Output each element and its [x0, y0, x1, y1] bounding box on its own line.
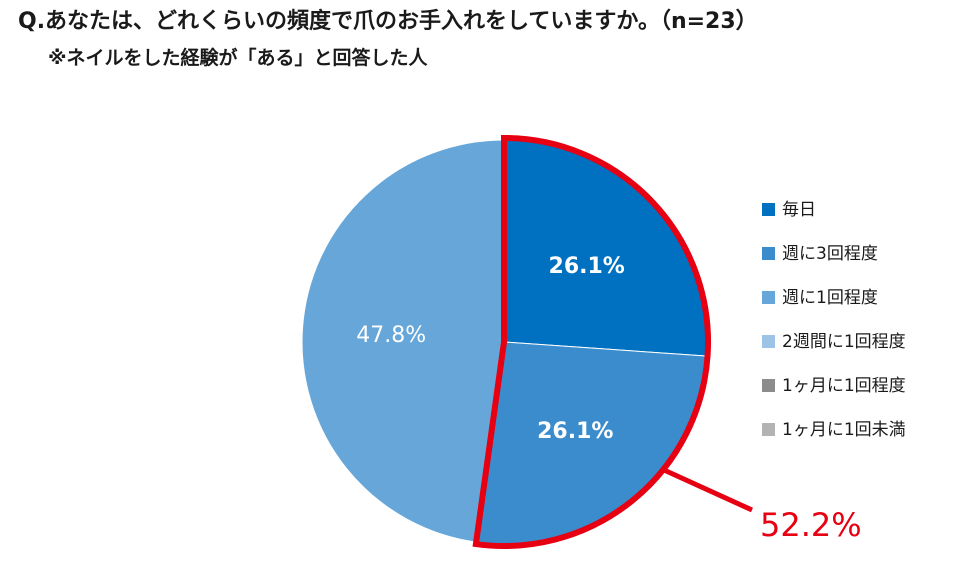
- highlight-outline: [472, 134, 711, 549]
- data-label-1: 26.1%: [537, 419, 613, 444]
- pie-slice-2: [301, 139, 505, 543]
- legend-label-4: 1ヶ月に1回程度: [782, 376, 906, 396]
- highlight-group: 52.2%: [472, 134, 862, 549]
- legend-swatch-5: [762, 423, 775, 436]
- legend-label-1: 週に3回程度: [782, 244, 878, 264]
- legend-swatch-3: [762, 335, 775, 348]
- chart-subtitle: ※ネイルをした経験が「ある」と回答した人: [48, 46, 428, 69]
- pie-data-labels: 26.1% 26.1% 47.8%: [356, 254, 625, 444]
- callout-label: 52.2%: [760, 506, 862, 544]
- legend-label-3: 2週間に1回程度: [782, 332, 906, 352]
- legend-label-5: 1ヶ月に1回未満: [782, 420, 906, 440]
- data-label-0: 26.1%: [549, 254, 625, 279]
- legend-swatch-2: [762, 291, 775, 304]
- legend-swatch-0: [762, 203, 775, 216]
- callout-leader-line: [662, 467, 754, 513]
- pie-slice-0: [503, 139, 707, 357]
- pie-slices: [301, 139, 707, 545]
- chart-title: Q.あなたは、どれくらいの頻度で爪のお手入れをしていますか。（n=23）: [18, 8, 758, 34]
- legend-label-0: 毎日: [782, 200, 816, 220]
- legend-label-2: 週に1回程度: [782, 288, 878, 308]
- data-label-2: 47.8%: [356, 323, 426, 348]
- legend-swatch-4: [762, 379, 775, 392]
- legend-swatch-1: [762, 247, 775, 260]
